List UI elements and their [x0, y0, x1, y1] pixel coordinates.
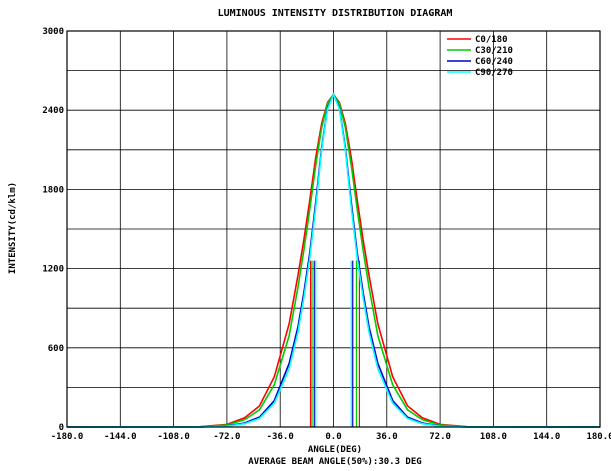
y-tick-label: 600	[48, 344, 64, 354]
x-tick-label: 108.0	[480, 432, 507, 442]
x-tick-label: -180.0	[51, 432, 84, 442]
x-axis-label: ANGLE(DEG)	[308, 445, 362, 455]
legend-label: C90/270	[475, 68, 513, 78]
x-tick-label: -72.0	[213, 432, 240, 442]
x-tick-label: 144.0	[533, 432, 560, 442]
grid	[66, 30, 601, 428]
series-line-C90-270	[66, 92, 601, 428]
y-tick-labels: 0 600 1200 1800 2400 3000	[42, 27, 64, 433]
y-tick-label: 1800	[42, 185, 64, 195]
beam-angle-note: AVERAGE BEAM ANGLE(50%):30.3 DEG	[248, 457, 421, 467]
plot-frame	[66, 30, 601, 428]
legend-label: C30/210	[475, 46, 513, 56]
x-tick-label: 36.0	[376, 432, 398, 442]
x-tick-labels: -180.0 -144.0 -108.0 -72.0 -36.0 0.0 36.0 72.0 1…	[51, 432, 611, 442]
series-layer	[66, 92, 601, 428]
y-tick-label: 3000	[42, 27, 64, 37]
y-tick-label: 1200	[42, 265, 64, 275]
x-tick-label: 0.0	[325, 432, 341, 442]
legend-label: C0/180	[475, 35, 508, 45]
x-tick-label: -144.0	[104, 432, 137, 442]
x-tick-label: 72.0	[429, 432, 451, 442]
chart-title: LUMINOUS INTENSITY DISTRIBUTION DIAGRAM	[218, 8, 453, 19]
y-tick-label: 2400	[42, 106, 64, 116]
y-tick-label: 0	[59, 423, 64, 433]
x-tick-label: 180.0	[586, 432, 611, 442]
x-tick-label: -36.0	[267, 432, 294, 442]
legend-label: C60/240	[475, 57, 513, 67]
y-axis-label: INTENSITY(cd/klm)	[8, 182, 18, 274]
x-tick-label: -108.0	[157, 432, 190, 442]
